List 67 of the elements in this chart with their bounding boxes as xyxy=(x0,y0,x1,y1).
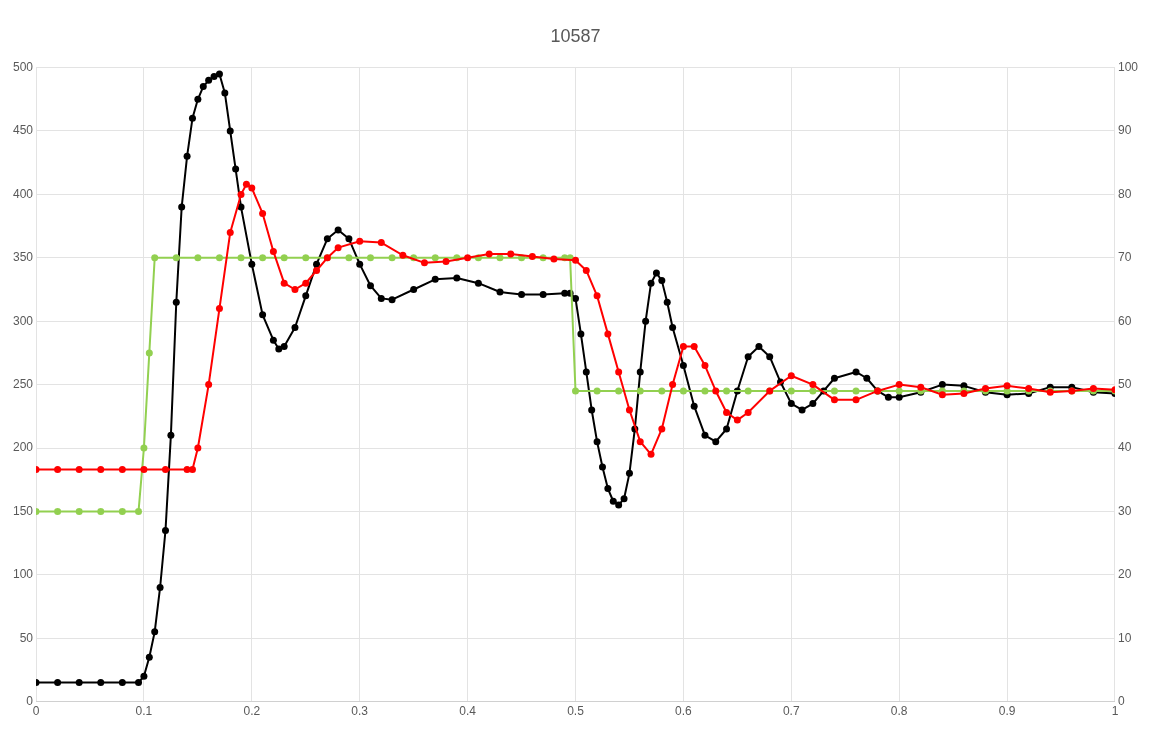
point xyxy=(744,387,752,395)
y2-tick-label: 20 xyxy=(1117,567,1132,582)
y2-tick-label: 80 xyxy=(1117,186,1132,201)
point xyxy=(54,507,62,515)
point xyxy=(615,387,623,395)
point xyxy=(431,254,439,262)
y-tick-label: 0 xyxy=(26,693,34,708)
y2-tick-label: 60 xyxy=(1117,313,1132,328)
point xyxy=(658,387,666,395)
point xyxy=(140,444,148,452)
point xyxy=(830,387,838,395)
y2-tick-label: 40 xyxy=(1117,440,1132,455)
point xyxy=(895,387,903,395)
x-tick-label: 0.9 xyxy=(998,704,1016,719)
point xyxy=(572,387,579,395)
y2-tick-label: 0 xyxy=(1117,693,1125,708)
point xyxy=(194,254,202,262)
y-tick-label: 350 xyxy=(12,250,34,265)
point xyxy=(701,387,709,395)
point xyxy=(135,507,143,515)
point xyxy=(809,387,817,395)
y-tick-label: 250 xyxy=(12,376,34,391)
point xyxy=(679,387,687,395)
point xyxy=(496,254,504,262)
point xyxy=(723,387,731,395)
y2-tick-label: 50 xyxy=(1117,376,1132,391)
y-tick-label: 450 xyxy=(12,123,34,138)
point xyxy=(388,254,396,262)
y-tick-label: 100 xyxy=(12,567,34,582)
x-tick-label: 0.7 xyxy=(782,704,800,719)
point xyxy=(172,254,180,262)
point xyxy=(145,349,153,357)
x-tick-label: 0.2 xyxy=(243,704,261,719)
point xyxy=(259,254,267,262)
y-tick-label: 500 xyxy=(12,59,34,74)
point xyxy=(593,387,601,395)
point xyxy=(852,387,860,395)
point xyxy=(345,254,353,262)
x-tick-label: 0.6 xyxy=(675,704,693,719)
point xyxy=(75,507,83,515)
y2-tick-label: 90 xyxy=(1117,123,1132,138)
x-tick-label: 0.8 xyxy=(890,704,908,719)
y-tick-label: 400 xyxy=(12,186,34,201)
point xyxy=(97,507,105,515)
point xyxy=(302,254,310,262)
point xyxy=(367,254,374,262)
y-tick-label: 150 xyxy=(12,503,34,518)
x-tick-label: 1 xyxy=(1111,704,1119,719)
y-tick-label: 300 xyxy=(12,313,34,328)
point xyxy=(215,254,223,262)
x-tick-label: 0.5 xyxy=(567,704,585,719)
y-tick-label: 50 xyxy=(19,630,34,645)
point xyxy=(151,254,159,262)
point xyxy=(280,254,288,262)
chart-title: 10587 xyxy=(550,25,601,46)
x-tick-label: 0.4 xyxy=(459,704,477,719)
point xyxy=(787,387,795,395)
y2-tick-label: 70 xyxy=(1117,250,1132,265)
point xyxy=(237,254,245,262)
x-tick-label: 0.1 xyxy=(135,704,153,719)
y-tick-label: 200 xyxy=(12,440,34,455)
point xyxy=(118,507,126,515)
y2-tick-label: 100 xyxy=(1117,59,1139,74)
x-tick-label: 0.3 xyxy=(351,704,369,719)
y2-tick-label: 10 xyxy=(1117,630,1132,645)
point xyxy=(636,387,644,395)
y2-tick-label: 30 xyxy=(1117,503,1132,518)
